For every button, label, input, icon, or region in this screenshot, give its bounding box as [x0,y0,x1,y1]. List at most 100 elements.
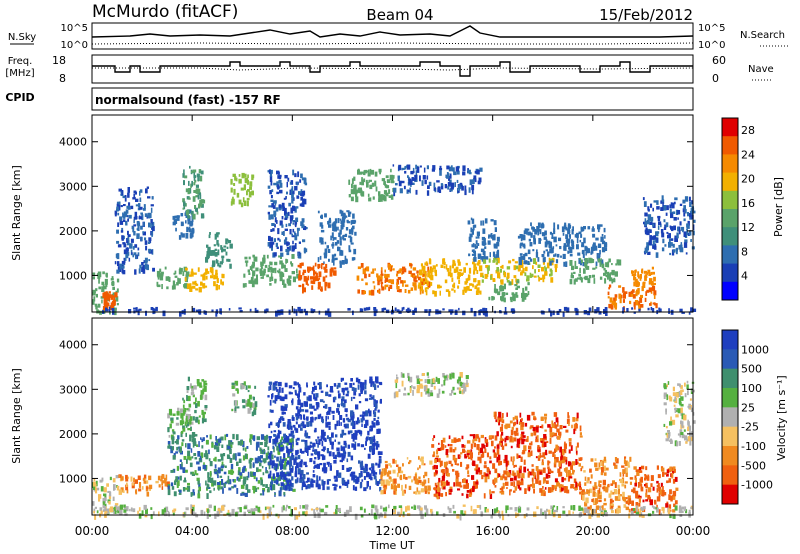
colorbar-tick-label: 24 [741,148,755,161]
data-cell [516,453,519,459]
data-cell [214,464,217,469]
data-cell [347,211,352,215]
data-cell [384,269,386,273]
data-cell [601,467,604,473]
data-cell [673,201,676,205]
data-cell [569,278,573,285]
data-cell [247,489,251,493]
data-cell [130,238,134,243]
data-cell [283,437,288,441]
data-cell [411,177,414,181]
data-cell [463,386,467,392]
data-cell [568,438,572,442]
data-cell [496,258,498,265]
data-cell [252,462,255,468]
data-cell [588,307,592,312]
data-cell [139,190,141,196]
data-cell [521,431,525,435]
data-cell [687,426,689,432]
data-cell [517,473,521,479]
data-cell [683,231,687,237]
data-cell [213,469,218,474]
data-cell [394,307,397,311]
data-cell [665,426,668,429]
data-cell [644,247,648,254]
data-cell [520,262,524,268]
data-cell [352,213,355,219]
data-cell [365,419,369,426]
data-cell [265,455,269,460]
data-cell [522,268,525,271]
station-title: McMurdo (fitACF) [92,2,238,22]
data-cell [364,390,367,395]
data-cell [310,508,314,511]
data-cell [568,422,570,426]
data-cell [191,473,195,476]
data-cell [372,196,375,200]
data-cell [555,444,558,451]
data-cell [101,299,103,304]
data-cell [653,245,657,250]
data-cell [122,195,126,199]
data-cell [549,248,553,254]
data-cell [296,195,300,199]
data-cell [421,459,424,466]
data-cell [462,289,465,295]
data-cell [544,418,547,424]
data-cell [249,308,252,312]
data-cell [692,219,696,223]
data-patch [393,372,469,399]
data-cell [288,385,293,389]
data-cell [268,205,272,208]
data-cell [157,274,160,280]
data-cell [177,435,180,440]
data-cell [327,410,331,415]
data-cell [322,435,325,441]
data-cell [207,251,210,257]
data-cell [208,458,211,462]
data-cell [126,215,129,218]
data-cell [501,510,504,517]
data-cell [318,507,321,512]
data-cell [494,468,498,474]
data-cell [283,493,286,497]
data-cell [503,459,507,464]
data-cell [455,470,459,476]
data-cell [190,230,194,233]
data-cell [246,190,248,196]
data-cell [462,391,465,394]
data-cell [515,287,518,290]
data-cell [426,190,430,196]
data-cell [282,279,285,285]
data-cell [485,311,488,317]
data-cell [377,409,380,413]
data-cell [357,384,360,390]
data-cell [403,387,406,391]
data-cell [518,256,521,263]
data-cell [558,461,561,467]
data-cell [661,195,664,201]
data-cell [220,279,222,285]
colorbar-swatch [722,281,738,301]
data-cell [666,205,669,211]
data-cell [558,482,561,485]
data-cell [238,458,242,463]
data-cell [533,275,537,278]
data-cell [259,460,263,463]
data-cell [342,212,346,218]
data-cell [125,253,129,259]
data-cell [645,466,648,471]
data-cell [287,480,290,483]
data-cell [170,447,174,454]
data-cell [661,467,665,472]
data-cell [672,471,674,474]
data-cell [440,493,444,497]
data-cell [653,282,656,285]
data-cell [658,509,661,516]
data-cell [562,232,565,236]
data-cell [139,189,143,193]
data-cell [187,188,191,194]
data-cell [378,381,382,385]
data-cell [333,260,335,266]
data-cell [120,476,124,481]
